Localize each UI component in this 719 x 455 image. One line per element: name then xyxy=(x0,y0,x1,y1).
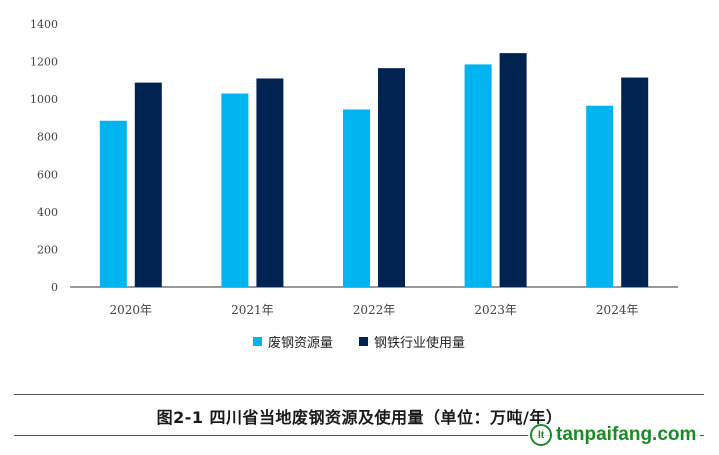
y-tick-label: 1000 xyxy=(30,93,58,106)
legend-swatch-steel-usage xyxy=(359,337,369,346)
bar-steel-usage-1 xyxy=(134,82,162,288)
y-tick-label: 0 xyxy=(51,281,58,294)
watermark-text: tanpaifang.com xyxy=(556,424,697,445)
bar-scrap-resource-1 xyxy=(99,120,127,287)
caption-bottom-rule xyxy=(14,435,704,436)
legend: 废钢资源量 钢铁行业使用量 xyxy=(253,332,465,351)
bar-steel-usage-3 xyxy=(378,68,405,288)
x-tick-label: 2024年 xyxy=(596,303,639,317)
bar-scrap-resource-3 xyxy=(343,109,370,287)
y-tick-label: 600 xyxy=(37,168,58,181)
y-tick-label: 400 xyxy=(37,206,58,219)
caption-top-rule xyxy=(14,394,704,395)
bar-scrap-resource-4 xyxy=(464,64,492,287)
bar-chart: 0 200 400 600 800 1000 1200 1400 2020年 2021年 2022… xyxy=(30,18,678,317)
bar-steel-usage-5 xyxy=(621,77,649,288)
bar-scrap-resource-5 xyxy=(586,105,614,287)
y-tick-label: 800 xyxy=(37,131,58,144)
watermark: lt tanpaifang.com xyxy=(528,424,701,446)
x-tick-label: 2022年 xyxy=(353,303,396,317)
y-tick-label: 1400 xyxy=(30,18,58,31)
x-tick-label: 2020年 xyxy=(110,303,153,317)
x-tick-label: 2021年 xyxy=(231,303,274,317)
watermark-logo-icon: lt xyxy=(530,424,552,446)
x-tick-label: 2023年 xyxy=(474,303,517,317)
legend-item-scrap-resource: 废钢资源量 xyxy=(253,332,333,351)
y-tick-label: 1200 xyxy=(30,56,58,69)
y-tick-label: 200 xyxy=(37,243,58,256)
x-axis-ticks: 2020年 2021年 2022年 2023年 2024年 xyxy=(110,303,639,317)
legend-swatch-scrap-resource xyxy=(253,337,262,346)
legend-item-steel-usage: 钢铁行业使用量 xyxy=(359,332,465,351)
bars-group xyxy=(99,53,649,288)
figure-caption: 图2-1 四川省当地废钢资源及使用量（单位：万吨/年） xyxy=(156,408,563,427)
bar-steel-usage-4 xyxy=(499,53,527,287)
bar-scrap-resource-2 xyxy=(221,93,249,287)
y-axis-ticks: 0 200 400 600 800 1000 1200 1400 xyxy=(30,18,58,294)
legend-label-scrap-resource: 废钢资源量 xyxy=(268,336,334,351)
legend-label-steel-usage: 钢铁行业使用量 xyxy=(374,336,466,351)
bar-steel-usage-2 xyxy=(256,78,284,287)
